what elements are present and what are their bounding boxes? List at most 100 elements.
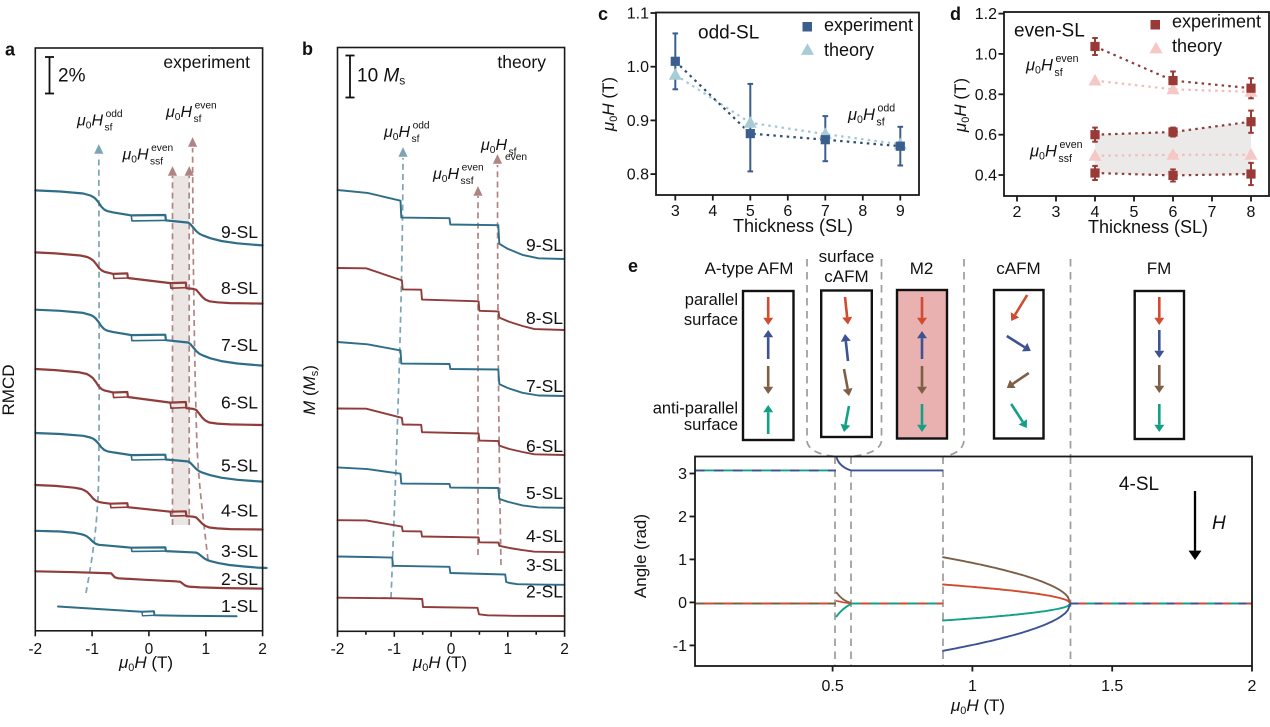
svg-text:2-SL: 2-SL <box>221 569 258 589</box>
svg-text:8-SL: 8-SL <box>526 308 563 328</box>
svg-text:4: 4 <box>1091 204 1100 221</box>
svg-text:even-SL: even-SL <box>1014 21 1085 42</box>
svg-text:experiment: experiment <box>1172 12 1261 32</box>
svg-text:-2: -2 <box>331 641 345 658</box>
svg-text:3: 3 <box>678 466 687 483</box>
svg-text:μ0H: μ0H <box>76 113 103 132</box>
svg-text:6: 6 <box>1169 204 1178 221</box>
svg-text:2%: 2% <box>58 66 86 87</box>
svg-text:1-SL: 1-SL <box>221 596 258 616</box>
svg-text:sf: sf <box>1054 67 1062 79</box>
svg-text:0.6: 0.6 <box>975 127 997 144</box>
svg-text:odd: odd <box>106 109 123 120</box>
svg-text:0.9: 0.9 <box>627 113 649 130</box>
svg-text:experiment: experiment <box>824 15 913 35</box>
svg-text:cAFM: cAFM <box>824 267 868 286</box>
svg-text:-2: -2 <box>28 641 42 658</box>
svg-text:RMCD: RMCD <box>0 365 18 416</box>
svg-text:-1: -1 <box>673 638 687 655</box>
svg-text:d: d <box>950 4 961 24</box>
svg-text:μ0H: μ0H <box>165 104 192 123</box>
svg-text:1: 1 <box>678 552 687 569</box>
svg-text:10 Ms: 10 Ms <box>357 66 405 88</box>
svg-text:μ0H: μ0H <box>1029 143 1057 163</box>
svg-text:3: 3 <box>1052 204 1061 221</box>
svg-text:0.5: 0.5 <box>821 678 843 695</box>
svg-text:theory: theory <box>824 40 874 60</box>
svg-text:2: 2 <box>1013 204 1022 221</box>
svg-text:4-SL: 4-SL <box>526 526 563 546</box>
svg-text:5: 5 <box>1130 204 1139 221</box>
svg-text:sf: sf <box>509 147 517 158</box>
svg-text:4-SL: 4-SL <box>221 501 258 521</box>
svg-text:μ0H: μ0H <box>480 137 507 156</box>
svg-text:e: e <box>628 256 638 276</box>
svg-text:sf: sf <box>876 116 884 128</box>
svg-text:μ0H: μ0H <box>383 124 410 143</box>
svg-text:9-SL: 9-SL <box>221 222 258 242</box>
svg-text:μ0H (T): μ0H (T) <box>118 653 173 674</box>
svg-text:2: 2 <box>678 509 687 526</box>
svg-text:6-SL: 6-SL <box>221 393 258 413</box>
svg-text:sf: sf <box>412 134 420 145</box>
svg-text:0.8: 0.8 <box>627 167 649 184</box>
svg-text:1: 1 <box>503 641 512 658</box>
svg-text:0: 0 <box>678 595 687 612</box>
svg-text:μ0H (T): μ0H (T) <box>412 653 467 674</box>
svg-text:even: even <box>1060 139 1083 151</box>
svg-text:ssf: ssf <box>150 157 163 168</box>
svg-text:5: 5 <box>746 203 755 220</box>
svg-text:μ0H: μ0H <box>1025 57 1053 77</box>
svg-text:μ0H: μ0H <box>847 106 875 126</box>
svg-text:μ0H (T): μ0H (T) <box>599 77 620 132</box>
svg-text:b: b <box>302 39 313 59</box>
svg-text:odd: odd <box>878 102 896 114</box>
svg-text:theory: theory <box>1172 36 1222 56</box>
svg-text:1: 1 <box>968 678 977 695</box>
svg-text:anti-parallel: anti-parallel <box>653 400 738 418</box>
svg-text:a: a <box>5 40 16 60</box>
svg-text:sf: sf <box>194 114 202 125</box>
svg-text:3-SL: 3-SL <box>221 541 258 561</box>
svg-text:7-SL: 7-SL <box>221 335 258 355</box>
svg-text:ssf: ssf <box>1058 153 1072 165</box>
svg-text:5-SL: 5-SL <box>526 483 563 503</box>
svg-text:7: 7 <box>821 203 830 220</box>
svg-text:even: even <box>1056 53 1079 65</box>
svg-text:M2: M2 <box>910 259 934 278</box>
svg-text:Thickness (SL): Thickness (SL) <box>733 216 853 236</box>
svg-text:even: even <box>195 101 217 112</box>
svg-text:2-SL: 2-SL <box>526 582 563 602</box>
svg-text:6: 6 <box>783 203 792 220</box>
svg-text:-1: -1 <box>387 641 401 658</box>
svg-text:1.1: 1.1 <box>627 6 649 23</box>
svg-text:8: 8 <box>858 203 867 220</box>
svg-text:7: 7 <box>1208 204 1217 221</box>
svg-text:surface: surface <box>819 247 875 266</box>
svg-text:FM: FM <box>1147 259 1172 278</box>
svg-text:odd: odd <box>413 121 430 132</box>
svg-text:Angle (rad): Angle (rad) <box>631 514 650 598</box>
svg-text:ssf: ssf <box>461 176 474 187</box>
svg-text:even: even <box>462 163 484 174</box>
svg-text:3: 3 <box>671 203 680 220</box>
svg-text:9: 9 <box>896 203 905 220</box>
svg-text:experiment: experiment <box>163 52 250 72</box>
svg-text:0.4: 0.4 <box>975 168 997 185</box>
svg-text:μ0H (T): μ0H (T) <box>951 78 972 133</box>
svg-text:0.8: 0.8 <box>975 87 997 104</box>
svg-text:odd-SL: odd-SL <box>698 23 759 44</box>
svg-text:theory: theory <box>497 52 546 72</box>
svg-text:2: 2 <box>560 641 569 658</box>
svg-text:0: 0 <box>447 641 456 658</box>
svg-text:surface: surface <box>684 311 738 329</box>
svg-text:1.2: 1.2 <box>975 6 997 23</box>
svg-text:1.0: 1.0 <box>627 59 649 76</box>
svg-text:2: 2 <box>258 641 267 658</box>
svg-text:H: H <box>1212 513 1226 534</box>
svg-text:9-SL: 9-SL <box>526 235 563 255</box>
svg-text:4-SL: 4-SL <box>1119 474 1159 495</box>
svg-text:7-SL: 7-SL <box>526 376 563 396</box>
svg-text:-1: -1 <box>85 641 99 658</box>
svg-text:cAFM: cAFM <box>996 259 1040 278</box>
